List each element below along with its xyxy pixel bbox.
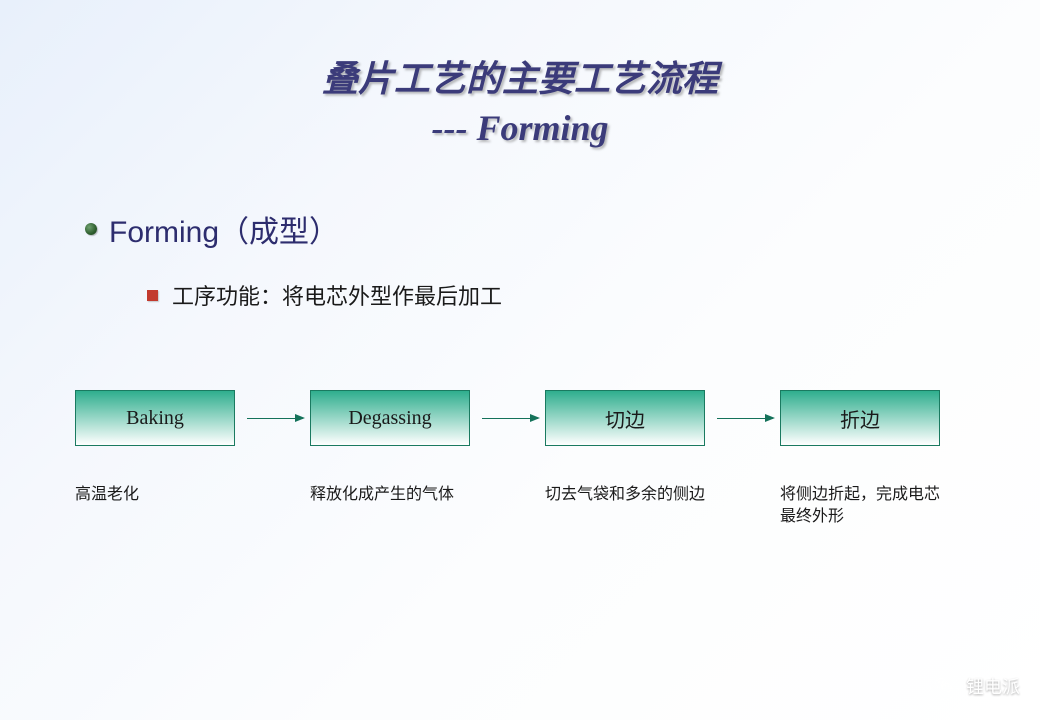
flowchart: Baking 高温老化 Degassing 释放化成产生的气体 切边切去气袋和多余的侧边…: [75, 390, 945, 529]
section-heading: Forming（成型）: [109, 207, 339, 251]
title-line-1: 叠片工艺的主要工艺流程: [0, 55, 1040, 104]
flow-arrow: [710, 390, 780, 446]
section-forming: Forming（成型） 工序功能：将电芯外型作最后加工: [0, 207, 1040, 311]
bullet-square-icon: [147, 290, 158, 301]
flow-box: 切边: [545, 390, 705, 446]
section-heading-row: Forming（成型）: [85, 207, 1040, 251]
flow-box: Baking: [75, 390, 235, 446]
flow-step-desc: 高温老化: [75, 484, 240, 506]
flow-arrow: [240, 390, 310, 446]
flow-step: 折边将侧边折起，完成电芯最终外形: [780, 390, 945, 529]
wechat-icon: [930, 672, 958, 700]
flow-step: 切边切去气袋和多余的侧边: [545, 390, 710, 506]
watermark: 锂电派: [930, 672, 1020, 700]
flow-box: Degassing: [310, 390, 470, 446]
section-sub-text: 工序功能：将电芯外型作最后加工: [172, 279, 502, 311]
watermark-text: 锂电派: [966, 673, 1020, 699]
flow-step-desc: 将侧边折起，完成电芯最终外形: [780, 484, 945, 529]
flow-step-desc: 切去气袋和多余的侧边: [545, 484, 710, 506]
flow-step-desc: 释放化成产生的气体: [310, 484, 475, 506]
flow-arrow: [475, 390, 545, 446]
bullet-round-icon: [85, 223, 97, 235]
slide-title-block: 叠片工艺的主要工艺流程 --- Forming: [0, 0, 1040, 152]
section-sub-row: 工序功能：将电芯外型作最后加工: [85, 279, 1040, 311]
title-line-2: --- Forming: [0, 104, 1040, 153]
flow-step: Degassing 释放化成产生的气体: [310, 390, 475, 506]
flow-box: 折边: [780, 390, 940, 446]
flow-step: Baking 高温老化: [75, 390, 240, 506]
